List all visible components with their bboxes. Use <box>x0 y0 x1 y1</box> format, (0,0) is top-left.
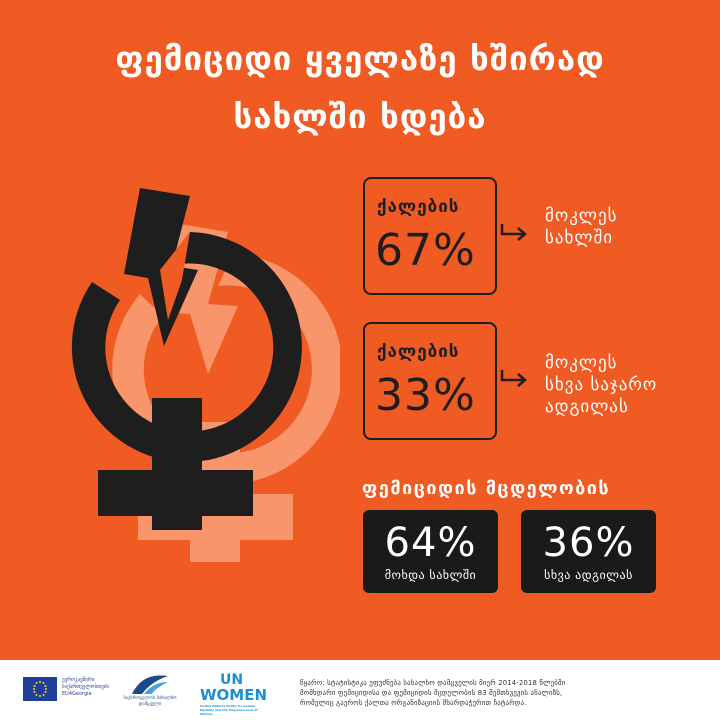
stat-description-line: ადგილას <box>545 397 629 417</box>
source-line: წყარო: სტატისტიკა ეფუძნება სახალხო დამცვ… <box>300 679 566 687</box>
stat-description-line: მოკლეს <box>545 353 618 373</box>
stat-label: ქალების <box>377 197 460 217</box>
eu-stars-icon <box>33 681 47 697</box>
eu-logo-text: ევროკავშირი საქართველოსთვის EU4Georgia <box>62 677 122 698</box>
attempts-heading: ფემიციდის მცდელობის <box>362 478 611 499</box>
venus-main-icon <box>71 188 302 530</box>
page-title-line-1: ფემიციდი ყველაზე ხშირად <box>115 39 605 78</box>
unwomen-women-text: WOMEN <box>200 686 268 704</box>
eu-logo-subtitle: EU4Georgia <box>62 691 92 697</box>
stat-description-home: მოკლეს სახლში <box>545 205 618 249</box>
footer: ევროკავშირი საქართველოსთვის EU4Georgia ს… <box>0 660 720 720</box>
attempt-card-home: 64% მოხდა სახლში <box>363 510 498 593</box>
stat-value: 67% <box>375 225 476 276</box>
attempt-caption: სხვა ადგილას <box>544 568 633 582</box>
unwomen-subtitle: United Nations Entity for Gender Equalit… <box>200 704 258 716</box>
arrow-right-icon <box>500 224 527 241</box>
attempt-caption: მოხდა სახლში <box>384 568 477 582</box>
source-line: რომელიც გაეროს ქალთა ორგანიზაციის მხარდა… <box>300 699 527 707</box>
unwomen-un-text: UN <box>220 672 244 688</box>
stat-description-public: მოკლეს სხვა საჯარო ადგილას <box>545 352 657 418</box>
stat-label: ქალების <box>377 342 460 362</box>
attempt-value: 36% <box>542 520 635 566</box>
stat-description-line: სხვა საჯარო <box>545 375 658 395</box>
ombudsman-logo-text: საქართველოს სახალხო დამცველი <box>123 696 177 707</box>
eu-flag-logo <box>23 677 57 701</box>
stat-card-public: ქალების 33% <box>363 322 497 440</box>
broken-venus-symbol-icon <box>71 188 340 562</box>
arrow-right-icon <box>500 370 527 387</box>
attempt-value: 64% <box>384 520 477 566</box>
source-line: მომხდარი ფემიციდისა და ფემიციდის მცდელობ… <box>300 689 563 697</box>
stat-value: 33% <box>375 370 476 421</box>
page-title: ფემიციდი ყველაზე ხშირად სახლში ხდება <box>0 30 720 146</box>
attempt-card-elsewhere: 36% სხვა ადგილას <box>521 510 656 593</box>
stat-card-home: ქალების 67% <box>363 177 497 295</box>
page-title-line-2: სახლში ხდება <box>233 97 487 136</box>
ombudsman-logo-icon <box>132 675 168 694</box>
eu-logo-title: ევროკავშირი საქართველოსთვის <box>62 677 109 690</box>
stat-description-line: მოკლეს <box>545 206 618 226</box>
stat-description-line: სახლში <box>545 228 614 248</box>
source-note: წყარო: სტატისტიკა ეფუძნება სახალხო დამცვ… <box>300 678 710 708</box>
